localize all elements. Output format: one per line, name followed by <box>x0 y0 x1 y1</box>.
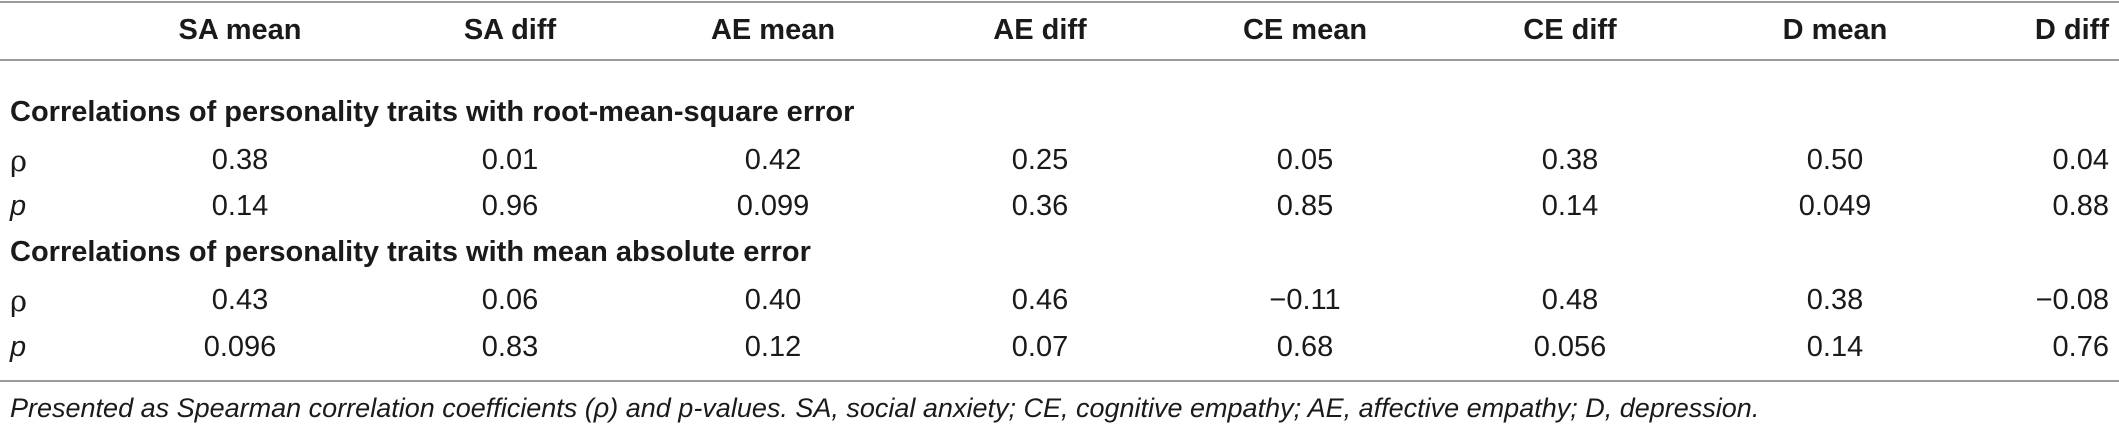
header-ae-mean: AE mean <box>710 14 836 46</box>
header-ce-mean: CE mean <box>1242 14 1368 46</box>
table-cell: 0.40 <box>744 284 802 316</box>
header-d-diff: D diff <box>2034 14 2109 46</box>
section-title-text: Correlations of personality traits with … <box>10 96 855 128</box>
table-cell: −0.08 <box>2035 284 2109 316</box>
table-cell: 0.07 <box>1011 331 1069 363</box>
table-cell: 0.50 <box>1806 144 1864 176</box>
table-cell: 0.68 <box>1276 331 1334 363</box>
table-cell: 0.06 <box>481 284 539 316</box>
table-cell: −0.11 <box>1269 284 1341 316</box>
header-sa-diff: SA diff <box>463 14 557 46</box>
table-bottom-rule <box>0 380 2119 382</box>
table-cell: 0.43 <box>211 284 269 316</box>
table-cell: 0.099 <box>736 190 810 222</box>
table-cell: 0.049 <box>1798 190 1872 222</box>
section-title-rmse: Correlations of personality traits with … <box>0 96 2119 136</box>
table-cell: 0.38 <box>1806 284 1864 316</box>
table-cell: 0.25 <box>1011 144 1069 176</box>
table-header-row: SA mean SA diff AE mean AE diff CE mean … <box>0 14 2119 58</box>
section-title-mae: Correlations of personality traits with … <box>0 236 2119 276</box>
table-cell: 0.056 <box>1533 331 1607 363</box>
row-label-p: p <box>10 331 27 363</box>
table-cell: 0.88 <box>2052 190 2109 222</box>
table-cell: 0.38 <box>1541 144 1599 176</box>
table-top-rule <box>0 1 2119 3</box>
table-cell: 0.01 <box>481 144 539 176</box>
table-cell: 0.83 <box>481 331 539 363</box>
table-footnote: Presented as Spearman correlation coeffi… <box>10 393 1760 423</box>
table-cell: 0.05 <box>1276 144 1334 176</box>
table-cell: 0.096 <box>203 331 277 363</box>
table-cell: 0.14 <box>1541 190 1599 222</box>
row-label-rho: ρ <box>10 144 28 178</box>
header-sa-mean: SA mean <box>178 14 302 46</box>
section-title-text: Correlations of personality traits with … <box>10 236 811 268</box>
row-label-rho: ρ <box>10 284 28 318</box>
table-cell: 0.04 <box>2052 144 2109 176</box>
table-cell: 0.96 <box>481 190 539 222</box>
table-cell: 0.48 <box>1541 284 1599 316</box>
header-ae-diff: AE diff <box>993 14 1087 46</box>
header-d-mean: D mean <box>1782 14 1888 46</box>
table-cell: 0.14 <box>211 190 269 222</box>
table-cell: 0.76 <box>2052 331 2109 363</box>
table-cell: 0.14 <box>1806 331 1864 363</box>
header-ce-diff: CE diff <box>1523 14 1617 46</box>
table-cell: 0.85 <box>1276 190 1334 222</box>
row-label-p: p <box>10 190 27 222</box>
table-header-rule <box>0 59 2119 61</box>
table-cell: 0.12 <box>744 331 802 363</box>
table-cell: 0.42 <box>744 144 802 176</box>
table-cell: 0.38 <box>211 144 269 176</box>
table-cell: 0.36 <box>1011 190 1069 222</box>
table-cell: 0.46 <box>1011 284 1069 316</box>
